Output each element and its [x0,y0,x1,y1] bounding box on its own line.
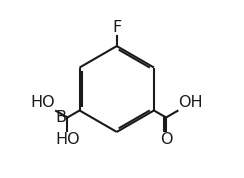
Text: HO: HO [55,132,80,147]
Text: B: B [56,110,67,125]
Text: O: O [160,132,172,147]
Text: F: F [112,20,121,35]
Text: HO: HO [30,95,55,110]
Text: OH: OH [178,95,203,110]
